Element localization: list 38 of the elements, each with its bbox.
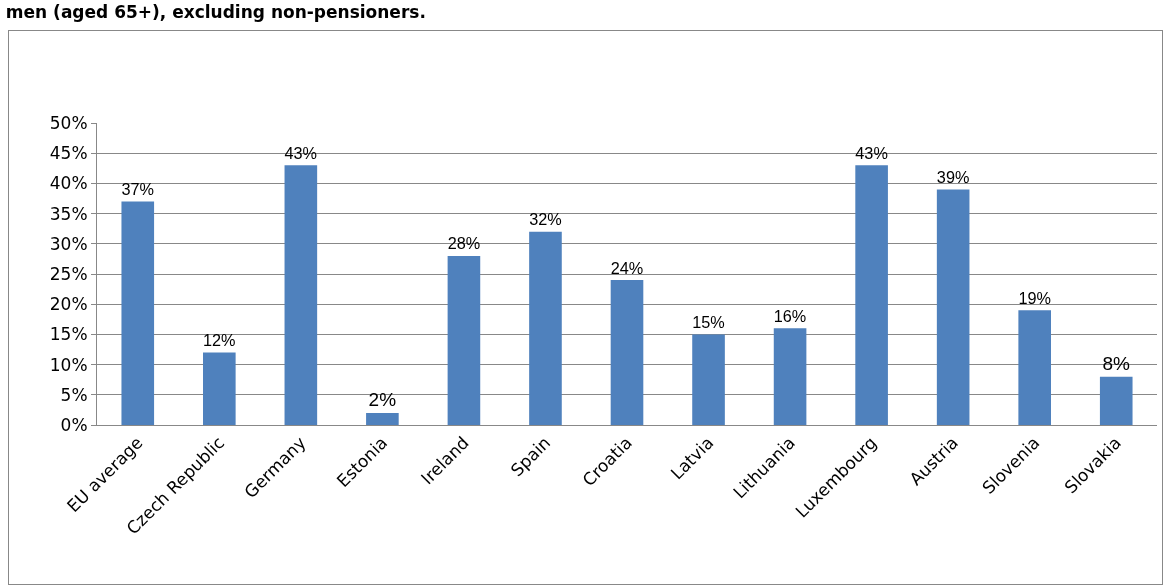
bar bbox=[529, 231, 562, 425]
y-tick-label: 40% bbox=[49, 173, 88, 194]
data-label: 28% bbox=[447, 234, 481, 253]
y-tick-label: 20% bbox=[49, 294, 88, 315]
data-label: 43% bbox=[284, 143, 318, 162]
data-label: 37% bbox=[121, 180, 154, 199]
bar bbox=[284, 165, 318, 425]
bar bbox=[1018, 310, 1051, 425]
bar bbox=[366, 412, 399, 425]
bar bbox=[773, 328, 807, 425]
data-label: 16% bbox=[773, 306, 807, 325]
data-label: 32% bbox=[529, 210, 562, 229]
data-label: 24% bbox=[610, 258, 644, 277]
bar bbox=[610, 280, 644, 425]
y-tick-label: 25% bbox=[49, 263, 88, 284]
bar bbox=[1099, 376, 1133, 425]
y-tick-label: 50% bbox=[49, 112, 88, 133]
data-label: 43% bbox=[855, 143, 888, 162]
y-tick-label: 15% bbox=[49, 324, 88, 345]
bar bbox=[855, 165, 888, 425]
data-label: 8% bbox=[1102, 352, 1131, 374]
bar bbox=[936, 189, 970, 425]
data-label: 12% bbox=[203, 331, 236, 350]
y-tick-label: 35% bbox=[49, 203, 88, 224]
bar bbox=[121, 201, 155, 425]
data-label: 15% bbox=[692, 312, 725, 331]
bar bbox=[692, 334, 725, 425]
y-tick-label: 5% bbox=[60, 384, 88, 405]
y-tick-label: 30% bbox=[49, 233, 88, 254]
bar bbox=[447, 255, 481, 425]
y-tick-label: 45% bbox=[49, 143, 88, 164]
y-tick-label: 0% bbox=[60, 414, 88, 435]
y-tick-label: 10% bbox=[49, 354, 88, 375]
chart-title: men (aged 65+), excluding non-pensioners. bbox=[5, 1, 426, 22]
data-label: 19% bbox=[1018, 288, 1051, 307]
data-label: 39% bbox=[936, 168, 970, 187]
bar bbox=[203, 352, 236, 425]
data-label: 2% bbox=[368, 388, 397, 410]
